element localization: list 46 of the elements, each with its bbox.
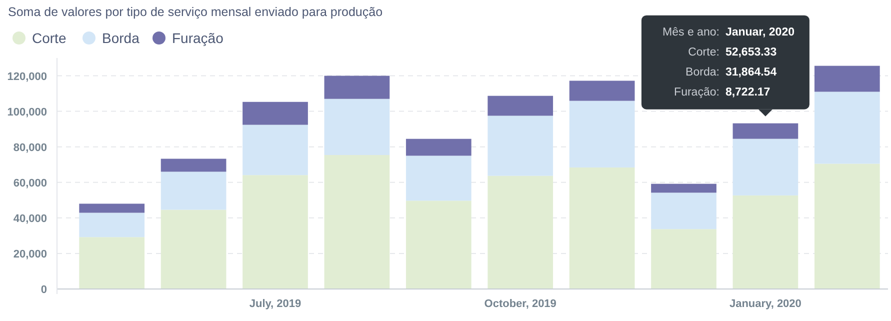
y-tick-label: 60,000 xyxy=(13,177,47,190)
y-tick-label: 40,000 xyxy=(13,212,47,225)
legend-label: Furação xyxy=(172,30,224,46)
bar xyxy=(488,176,554,289)
y-tick-label: 0 xyxy=(40,284,47,296)
bar xyxy=(79,237,145,289)
legend-label: Borda xyxy=(102,30,140,46)
x-tick-label: January, 2020 xyxy=(729,298,802,310)
annotation: Mês e ano: Januar, 2020 Corte: 52,653.33 Borda: 31,864.54 Furação: 8,722.17 xyxy=(662,26,795,98)
bar xyxy=(814,164,880,289)
bar xyxy=(406,200,472,289)
bar xyxy=(406,138,472,156)
bar xyxy=(651,192,716,230)
tooltip: Mês e ano: Januar, 2020 Corte: 52,653.33 Borda: 31,864.54 Furação: 8,722.17 xyxy=(641,15,810,116)
chart-title: Soma de valores por tipo de serviço mensal enviado para produção xyxy=(8,5,383,19)
bar xyxy=(651,229,716,289)
bar xyxy=(324,155,390,289)
bar xyxy=(406,156,472,201)
bar xyxy=(569,167,635,289)
bar xyxy=(79,212,145,238)
bar xyxy=(324,98,390,156)
bar xyxy=(732,138,798,196)
bar xyxy=(242,124,308,176)
legend-label: Corte xyxy=(32,30,66,46)
bar xyxy=(488,96,554,116)
bar xyxy=(814,92,880,164)
x-tick-label: July, 2019 xyxy=(249,298,302,310)
y-tick-label: 120,000 xyxy=(7,70,47,83)
y-tick-label: 80,000 xyxy=(13,142,47,154)
bar xyxy=(732,195,798,289)
bar xyxy=(160,158,226,172)
bar xyxy=(569,100,635,168)
bar xyxy=(651,184,716,193)
bar xyxy=(160,172,226,210)
x-tick-label: October, 2019 xyxy=(484,298,556,310)
bar xyxy=(732,123,798,139)
bar xyxy=(242,175,308,289)
bar xyxy=(488,116,554,176)
bar xyxy=(814,66,880,92)
bar xyxy=(242,102,308,125)
y-tick-label: 20,000 xyxy=(13,248,47,260)
bar xyxy=(160,210,226,289)
bar xyxy=(79,204,145,213)
bar xyxy=(324,76,390,99)
y-tick-label: 100,000 xyxy=(7,106,47,118)
bar xyxy=(569,80,635,101)
